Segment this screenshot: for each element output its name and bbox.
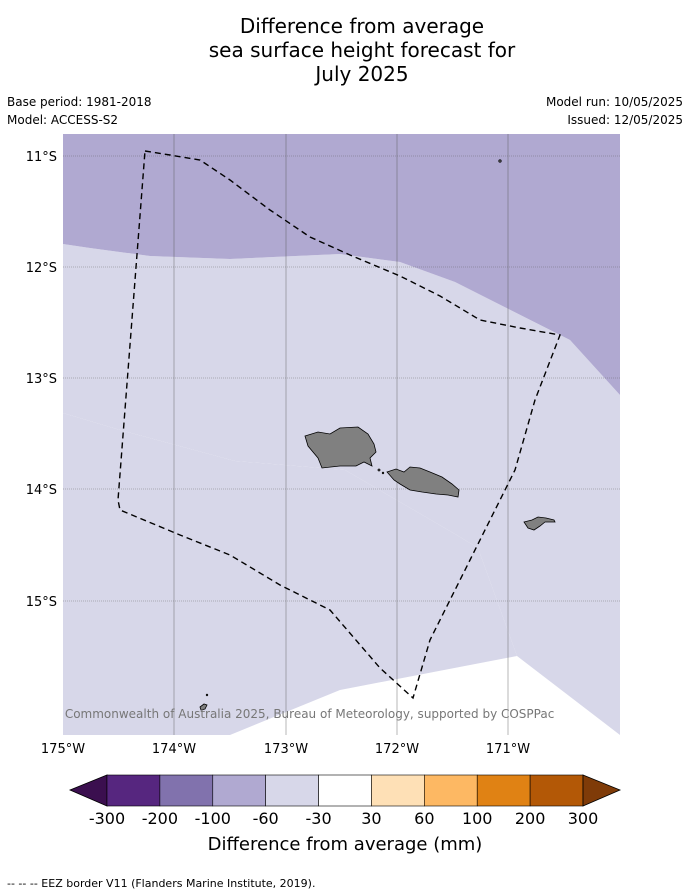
- model-name: Model: ACCESS-S2: [7, 113, 119, 127]
- lat-tick-label: 11°S: [26, 150, 57, 165]
- sea-level-band-neg60-neg30: [63, 134, 620, 735]
- colorbar-cell: [159, 774, 214, 807]
- island-islet: [205, 693, 209, 697]
- colorbar-tick-label: -300: [89, 809, 125, 828]
- island-islet: [377, 468, 381, 472]
- latitude-labels: 11°S 12°S 13°S 14°S 15°S: [26, 150, 57, 610]
- sea-level-band-neg100-neg60: [63, 134, 620, 395]
- island-south-islet: [199, 703, 208, 711]
- sea-level-band-neg60-neg30-upper: [63, 244, 620, 735]
- island-north-islet: [498, 159, 502, 163]
- eez-border: [117, 150, 561, 700]
- chart-title: Difference from average sea surface heig…: [0, 14, 690, 86]
- colorbar: -300 -200 -100 -60 -30 30 60 100 200 300 Differen…: [68, 774, 622, 855]
- longitude-labels: 175°W 174°W 173°W 172°W 171°W: [41, 742, 530, 757]
- copyright-notice: © Commonwealth of Australia 2025, Bureau…: [49, 707, 554, 721]
- colorbar-cell: [265, 774, 319, 807]
- colorbar-tick-label: -60: [253, 809, 279, 828]
- colorbar-title: Difference from average (mm): [208, 834, 483, 855]
- lon-tick-label: 174°W: [152, 742, 196, 757]
- title-line-3: July 2025: [315, 62, 409, 86]
- colorbar-tick-label: -30: [305, 809, 331, 828]
- island-savaii: [304, 426, 377, 469]
- colorbar-cell: [529, 774, 584, 807]
- title-line-1: Difference from average: [239, 14, 485, 38]
- colorbar-tick-label: 30: [361, 809, 381, 828]
- map-area: © Commonwealth of Australia 2025, Bureau…: [49, 134, 620, 735]
- colorbar-cell: [318, 774, 372, 807]
- lon-tick-label: 171°W: [486, 742, 530, 757]
- lon-tick-label: 175°W: [41, 742, 85, 757]
- lat-tick-label: 13°S: [26, 372, 57, 387]
- lat-tick-label: 12°S: [26, 261, 57, 276]
- lon-tick-label: 172°W: [375, 742, 419, 757]
- island-tutuila: [523, 516, 556, 531]
- colorbar-cell: [424, 774, 478, 807]
- gridlines: [63, 134, 620, 735]
- colorbar-cell: [371, 774, 425, 807]
- model-run: Model run: 10/05/2025: [545, 95, 683, 109]
- colorbar-cell: [106, 774, 161, 807]
- colorbar-tick-label: -200: [142, 809, 178, 828]
- title-line-2: sea surface height forecast for: [208, 38, 516, 62]
- land-masses: [199, 159, 556, 711]
- colorbar-tick-label: 200: [515, 809, 546, 828]
- colorbar-tick-label: -100: [195, 809, 231, 828]
- colorbar-extend-low: [68, 774, 108, 807]
- issued-date: Issued: 12/05/2025: [567, 113, 683, 127]
- island-islet: [381, 471, 385, 475]
- colorbar-cell: [212, 774, 266, 807]
- lon-tick-label: 173°W: [264, 742, 308, 757]
- colorbar-tick-label: 100: [462, 809, 493, 828]
- island-upolu: [386, 466, 460, 498]
- eez-footnote: -- -- -- EEZ border V11 (Flanders Marine…: [7, 877, 316, 890]
- colorbar-tick-label: 300: [568, 809, 599, 828]
- colorbar-cell: [476, 774, 531, 807]
- lat-tick-label: 15°S: [26, 595, 57, 610]
- colorbar-extend-high: [582, 774, 622, 807]
- base-period: Base period: 1981-2018: [7, 95, 152, 109]
- colorbar-tick-label: 60: [414, 809, 434, 828]
- lat-tick-label: 14°S: [26, 483, 57, 498]
- map-figure: © Commonwealth of Australia 2025, Bureau…: [26, 134, 622, 855]
